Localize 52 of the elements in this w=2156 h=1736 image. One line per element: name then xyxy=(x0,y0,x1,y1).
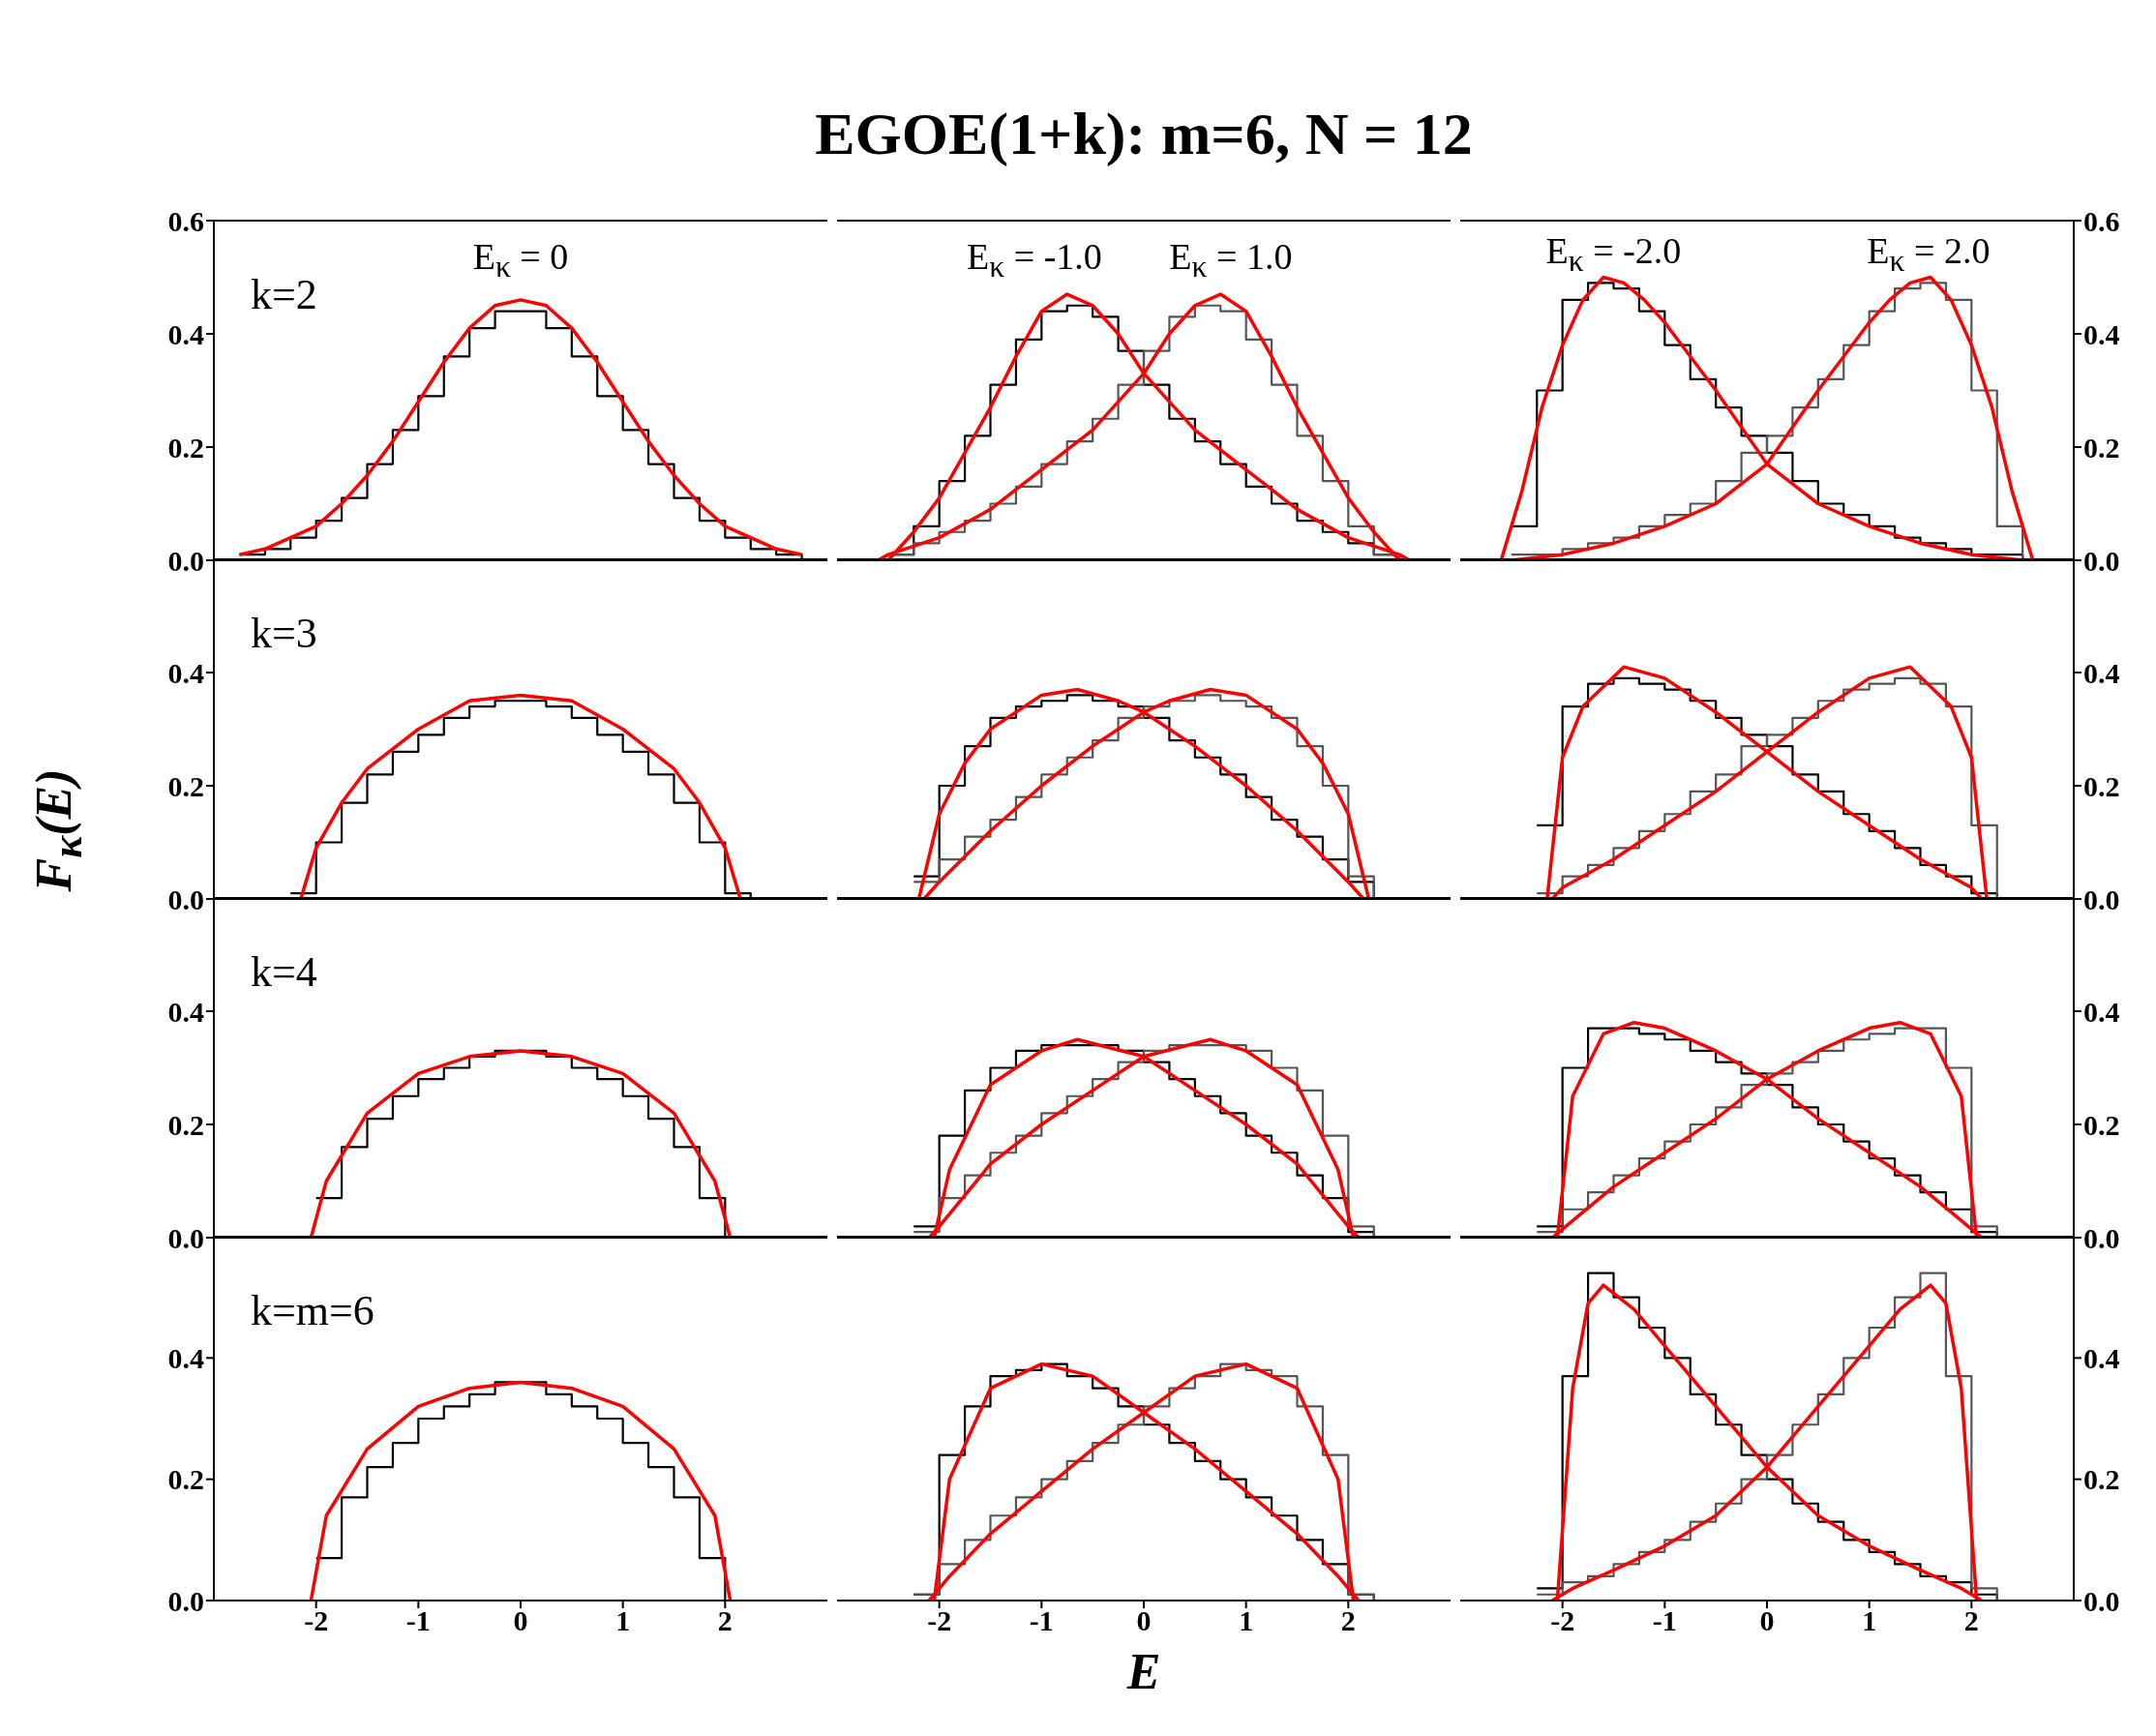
y-tick-label: 0.4 xyxy=(2083,317,2120,350)
y-tick-label: 0.0 xyxy=(167,1584,204,1617)
x-axis-title: E xyxy=(1125,1643,1162,1700)
x-tick-label: -1 xyxy=(405,1604,431,1637)
y-tick-label: 0.0 xyxy=(167,544,204,577)
y-tick-label: 0.4 xyxy=(167,995,204,1028)
x-tick-label: -2 xyxy=(304,1604,329,1637)
x-tick-label: 0 xyxy=(1136,1604,1152,1637)
x-tick-label: -2 xyxy=(927,1604,952,1637)
annotation: k=4 xyxy=(251,948,317,996)
y-tick-label: 0.4 xyxy=(2083,995,2120,1028)
y-tick-label: 0.4 xyxy=(167,656,204,689)
annotation: k=3 xyxy=(251,610,317,657)
annotation: E$_{κ}$ = 0 xyxy=(472,235,569,284)
annotation: E$_{κ}$ = -1.0 xyxy=(967,235,1102,284)
y-tick-label: 0.2 xyxy=(2083,1108,2120,1141)
chart-title: EGOE(1+k): m=6, N = 12 xyxy=(814,100,1474,168)
y-tick-label: 0.0 xyxy=(2083,544,2120,577)
y-tick-label: 0.2 xyxy=(2083,769,2120,802)
x-tick-label: -1 xyxy=(1029,1604,1054,1637)
annotation: k=2 xyxy=(251,271,317,318)
x-tick-label: 2 xyxy=(1963,1604,1979,1637)
annotation: E$_{κ}$ = 1.0 xyxy=(1169,235,1293,284)
y-tick-label: 0.0 xyxy=(2083,1221,2120,1254)
annotation: E$_{κ}$ = -2.0 xyxy=(1545,229,1682,279)
annotation: k=m=6 xyxy=(251,1287,374,1334)
x-tick-label: -2 xyxy=(1550,1604,1575,1637)
y-tick-label: 0.2 xyxy=(167,431,204,464)
y-tick-label: 0.6 xyxy=(167,204,204,237)
annotation: E$_{κ}$ = 2.0 xyxy=(1867,229,1991,279)
y-tick-label: 0.2 xyxy=(167,769,204,802)
y-tick-label: 0.0 xyxy=(167,883,204,915)
y-tick-label: 0.4 xyxy=(167,1341,204,1374)
x-tick-label: 1 xyxy=(1239,1604,1254,1637)
y-tick-label: 0.2 xyxy=(167,1108,204,1141)
x-tick-label: 0 xyxy=(1759,1604,1775,1637)
y-tick-label: 0.0 xyxy=(167,1221,204,1254)
y-tick-label: 0.4 xyxy=(167,317,204,350)
y-tick-label: 0.0 xyxy=(2083,1584,2120,1617)
y-tick-label: 0.2 xyxy=(2083,431,2120,464)
y-tick-label: 0.4 xyxy=(2083,656,2120,689)
x-tick-label: 0 xyxy=(513,1604,528,1637)
y-tick-label: 0.0 xyxy=(2083,883,2120,915)
y-tick-label: 0.2 xyxy=(2083,1463,2120,1496)
x-tick-label: 2 xyxy=(1340,1604,1356,1637)
x-tick-label: 1 xyxy=(1862,1604,1877,1637)
x-tick-label: 2 xyxy=(717,1604,733,1637)
x-tick-label: -1 xyxy=(1652,1604,1677,1637)
y-tick-label: 0.2 xyxy=(167,1463,204,1496)
y-tick-label: 0.4 xyxy=(2083,1341,2120,1374)
y-tick-label: 0.6 xyxy=(2083,204,2120,237)
x-tick-label: 1 xyxy=(615,1604,631,1637)
